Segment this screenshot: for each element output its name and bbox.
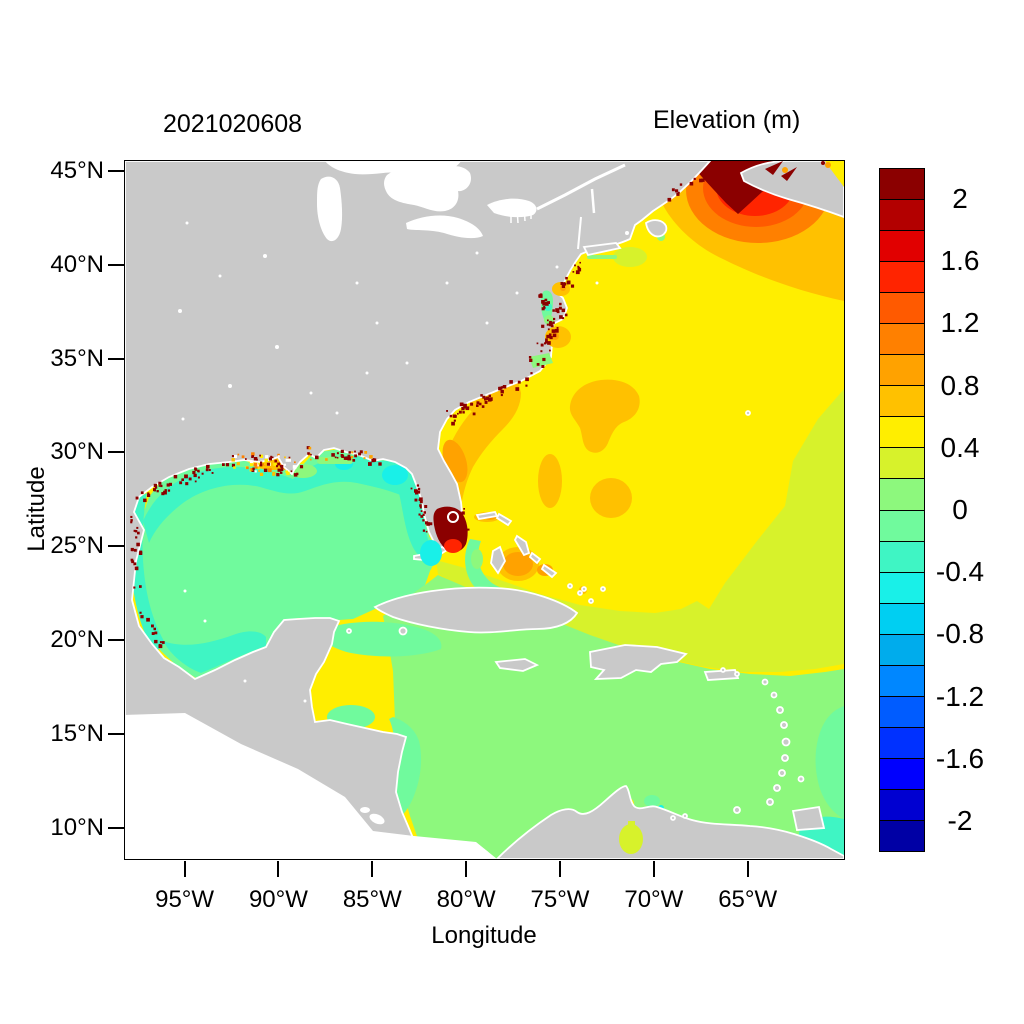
colorbar-segment [880,727,924,759]
x-tick-label: 90°W [248,886,308,913]
colorbar-segment [880,696,924,728]
x-axis-label: Longitude [431,922,537,949]
colorbar-segment [880,758,924,790]
map-plot-area [124,160,845,860]
x-tick-label: 75°W [530,886,590,913]
colorbar-title: Elevation (m) [653,106,801,134]
colorbar-tick-label: 0.8 [940,369,980,401]
y-tick-mark [108,732,124,735]
x-tick-mark [652,861,655,877]
colorbar-segment [880,293,924,325]
x-tick-label: 80°W [436,886,496,913]
lakes-and-rivers [178,161,629,825]
colorbar-tick-label: -0.8 [935,618,985,650]
y-tick-label: 20°N [50,626,104,654]
colorbar-segment [880,262,924,294]
colorbar-segment [880,789,924,821]
colorbar-segment [880,200,924,232]
land-masses [125,161,844,859]
bahamas-banks [465,512,587,600]
run-timestamp-title: 2021020608 [163,110,303,138]
colorbar-tick-label: 0 [952,494,968,525]
y-tick-mark [108,451,124,454]
y-tick-mark [108,826,124,829]
colorbar-segment [880,417,924,449]
colorbar-segment [880,510,924,542]
outside-mesh-pacific [125,713,497,859]
colorbar-segment [880,634,924,666]
colorbar-segment [880,169,924,201]
x-tick-mark [746,861,749,877]
y-tick-label: 15°N [50,719,104,747]
colorbar-segment [880,386,924,418]
x-tick-mark [559,861,561,877]
colorbar [879,168,925,852]
colorbar-segment [880,355,924,387]
y-tick-label: 10°N [50,813,104,841]
colorbar-segment [880,231,924,263]
colorbar-segment [880,324,924,356]
elevation-contour-map [125,161,844,859]
colorbar-tick-label: 1.6 [940,245,980,277]
y-tick-mark [108,639,124,642]
colorbar-tick-label: -1.2 [935,680,985,712]
x-tick-mark [277,861,280,877]
coastal-highwater-speckles [130,171,706,649]
colorbar-segment [880,572,924,604]
x-tick-mark [371,861,374,877]
x-tick-mark [465,861,468,877]
y-tick-label: 35°N [50,344,104,372]
colorbar-tick-label: 2 [952,183,968,215]
colorbar-segment [880,479,924,511]
colorbar-segment [880,603,924,635]
x-tick-mark [183,861,186,877]
y-tick-mark [108,545,124,548]
colorbar-tick-label: 1.2 [940,307,980,339]
y-tick-label: 30°N [50,438,104,466]
x-tick-label: 85°W [342,886,402,913]
colorbar-tick-label: -2 [947,804,973,836]
y-tick-mark [108,357,124,360]
x-tick-label: 70°W [624,886,684,913]
x-tick-label: 65°W [718,886,778,913]
y-tick-label: 25°N [50,532,104,560]
colorbar-segment [880,820,924,852]
y-tick-label: 45°N [50,157,104,184]
colorbar-tick-label: -0.4 [935,556,985,588]
colorbar-segment [880,448,924,480]
x-tick-label: 95°W [155,886,215,913]
colorbar-tick-label: 0.4 [940,431,980,463]
colorbar-segment [880,541,924,573]
colorbar-segment [880,665,924,697]
y-tick-mark [108,170,124,172]
y-tick-mark [108,263,124,266]
y-tick-label: 40°N [50,250,104,278]
colorbar-tick-label: -1.6 [935,742,985,774]
